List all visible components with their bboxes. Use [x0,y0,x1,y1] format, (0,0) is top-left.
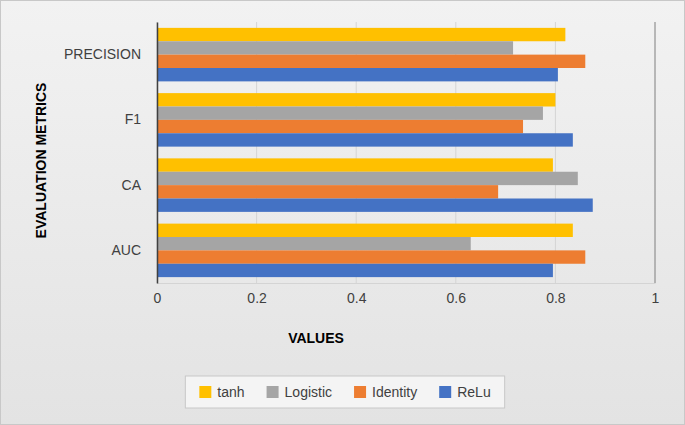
x-tick-label: 0.8 [546,290,566,306]
bar [157,224,573,237]
x-tick: 0.6 [447,283,467,306]
bar [157,93,555,106]
y-tick-label: F1 [125,111,142,127]
bar [157,185,498,198]
series-bars [157,55,585,264]
y-tick-label: CA [122,177,142,193]
x-tick-label: 0.4 [347,290,367,306]
x-tick-label: 0 [154,290,162,306]
series-bars [157,68,593,277]
legend-swatch [267,386,279,398]
legend-swatch [354,386,366,398]
y-tick: F1 [125,111,157,127]
legend-label: tanh [217,384,244,400]
bar [157,237,471,250]
x-tick-label: 0.6 [447,290,467,306]
legend-item: Identity [354,384,417,400]
legend-swatch [199,386,211,398]
legend-box [185,376,504,408]
bar [157,28,565,41]
background [1,1,685,425]
bar [157,158,553,171]
legend: tanh Logistic Identity ReLu [185,376,504,408]
x-axis: 0 0.2 0.4 0.6 0.8 1 [154,283,660,306]
bar [157,250,585,263]
bar [157,172,578,185]
chart: 0 0.2 0.4 0.6 0.8 1 AUC CA F1 PRECISION VALUES EVAL… [0,0,685,425]
legend-label: ReLu [457,384,490,400]
y-tick: AUC [111,242,157,258]
grid-line [655,22,656,283]
legend-item: tanh [199,384,244,400]
x-tick: 0.8 [546,283,566,306]
legend-label: Logistic [285,384,332,400]
bar [157,120,523,133]
x-tick-label: 1 [652,290,660,306]
legend-swatch [439,386,451,398]
legend-item: Logistic [267,384,332,400]
grid [157,22,655,283]
y-axis-line [157,23,159,284]
bar [157,68,558,81]
x-axis-title: VALUES [288,330,344,346]
bar [157,55,585,68]
grid-line [157,22,158,283]
bar [157,106,543,119]
bar [157,133,573,146]
y-axis: AUC CA F1 PRECISION [64,23,158,284]
y-tick: PRECISION [64,46,157,62]
bar [157,199,593,212]
bar [157,41,513,54]
x-tick: 0.2 [247,283,267,306]
y-tick-label: AUC [111,242,141,258]
y-axis-title: EVALUATION METRICS [33,83,49,239]
x-tick-label: 0.2 [247,290,267,306]
y-tick: CA [122,177,157,193]
x-tick: 0.4 [347,283,367,306]
x-tick: 0 [154,283,162,306]
legend-label: Identity [372,384,417,400]
bars [157,28,593,277]
x-tick: 1 [652,283,660,306]
y-tick-label: PRECISION [64,46,141,62]
series-bars [157,41,578,250]
x-axis-line [158,283,656,284]
legend-item: ReLu [439,384,490,400]
bar [157,264,553,277]
